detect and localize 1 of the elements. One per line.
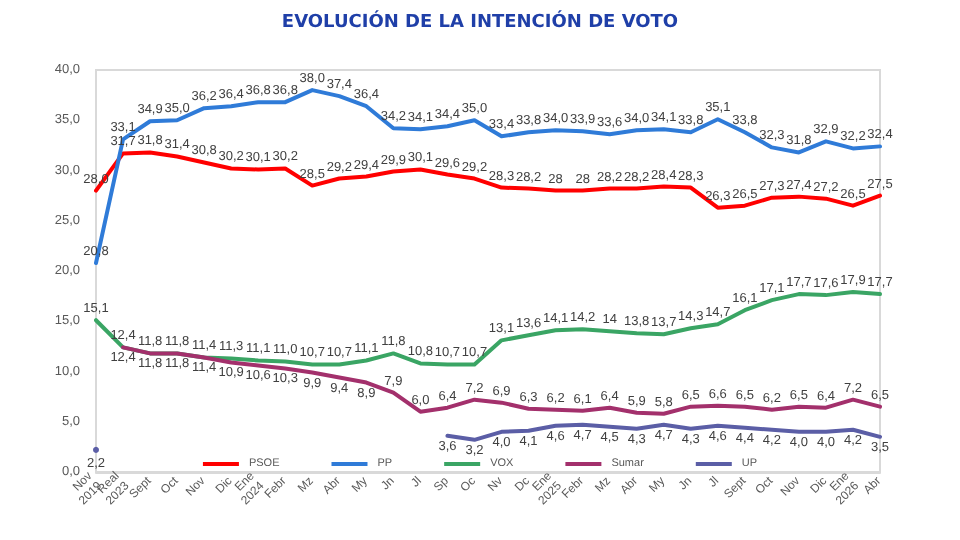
chart-title: EVOLUCIÓN DE LA INTENCIÓN DE VOTO: [281, 9, 679, 33]
